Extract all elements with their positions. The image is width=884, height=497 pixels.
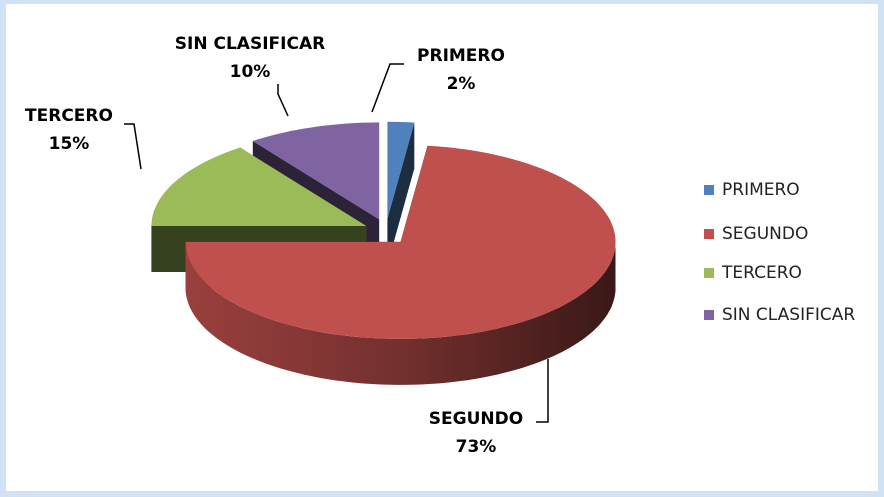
legend-label: PRIMERO	[722, 180, 800, 200]
chart: PRIMERO 2% SEGUNDO 73% TERCERO 15% SIN CLASIFI…	[25, 34, 855, 457]
leader-line	[371, 63, 404, 113]
legend-label: SEGUNDO	[722, 224, 808, 244]
data-label-value: 2%	[447, 74, 476, 94]
slice-top	[151, 147, 367, 226]
slice	[185, 145, 616, 385]
slice	[387, 121, 415, 265]
leader-line	[277, 84, 289, 117]
legend-swatch	[704, 185, 714, 195]
legend-swatch	[704, 310, 714, 320]
data-label-value: 10%	[230, 62, 271, 82]
slice-wall	[185, 241, 616, 385]
data-label-value: 15%	[49, 134, 90, 154]
legend-swatch	[704, 229, 714, 239]
slice-side	[387, 122, 415, 265]
legend-swatch	[704, 268, 714, 278]
legend-label: TERCERO	[721, 263, 802, 283]
slice-top	[252, 122, 380, 220]
leader-line	[124, 123, 142, 170]
legend-label: SIN CLASIFICAR	[722, 305, 855, 325]
data-label-name: SEGUNDO	[429, 409, 523, 429]
data-label-name: TERCERO	[25, 106, 113, 126]
data-label-value: 73%	[456, 437, 497, 457]
slice-top	[185, 145, 616, 339]
slice-top	[387, 121, 415, 219]
leader-line	[536, 359, 549, 423]
data-label-name: PRIMERO	[417, 46, 505, 66]
data-label-name: SIN CLASIFICAR	[175, 34, 325, 54]
